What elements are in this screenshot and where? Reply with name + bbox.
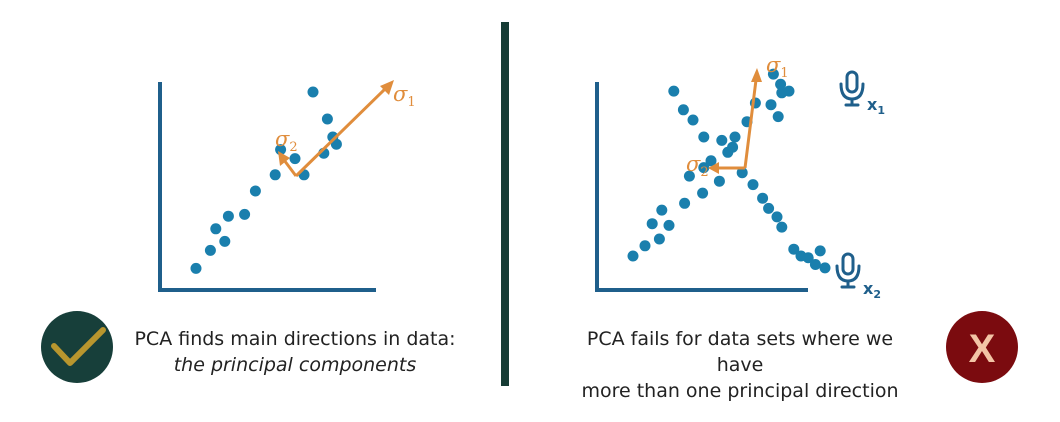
microphone-icon <box>839 70 865 107</box>
failure-badge-label: X <box>969 327 996 371</box>
data-point <box>716 134 728 146</box>
right-sigma2-arrow <box>708 162 745 174</box>
data-point <box>776 221 788 233</box>
right-caption-line1: PCA fails for data sets where we have <box>586 328 894 376</box>
data-point <box>767 68 779 80</box>
data-point <box>677 104 689 116</box>
data-point <box>639 240 651 252</box>
data-point <box>656 204 668 216</box>
data-point <box>289 153 301 165</box>
mic1-label: x1 <box>867 95 885 117</box>
left-caption-line2: the principal components <box>173 354 417 376</box>
data-point <box>190 262 202 274</box>
data-point <box>698 131 710 143</box>
panel-divider <box>501 22 509 386</box>
right-caption: PCA fails for data sets where we have mo… <box>570 326 910 404</box>
data-point <box>783 85 795 97</box>
right-axes <box>595 82 808 292</box>
data-point <box>736 167 748 179</box>
data-point <box>687 114 699 126</box>
data-point <box>775 78 787 90</box>
data-point <box>627 250 639 262</box>
left-panel: σ1 σ2 <box>158 80 416 292</box>
left-sigma1-label: σ1 <box>393 82 416 110</box>
data-point <box>204 244 216 256</box>
checkmark-icon <box>51 327 106 366</box>
left-sigma2-arrow <box>278 151 298 177</box>
data-point <box>653 233 665 245</box>
microphone-icon <box>835 252 861 289</box>
data-point <box>668 85 680 97</box>
left-caption-line1: PCA finds main directions in data: <box>134 328 456 350</box>
data-point <box>814 245 826 257</box>
right-sigma1-label: σ1 <box>766 53 789 81</box>
data-point <box>819 262 831 274</box>
data-point <box>771 211 783 223</box>
data-point <box>663 219 675 231</box>
data-point <box>219 235 231 247</box>
data-point <box>683 170 695 182</box>
data-point <box>269 169 281 181</box>
data-point <box>788 243 800 255</box>
data-point <box>727 141 739 153</box>
right-scatter-points <box>627 68 831 274</box>
right-sigma2-label: σ2 <box>686 152 709 180</box>
data-point <box>698 162 710 174</box>
data-point <box>222 210 234 222</box>
left-scatter-points <box>190 86 342 274</box>
data-point <box>802 252 814 264</box>
left-sigma2-label: σ2 <box>275 127 298 155</box>
left-axes <box>158 82 376 292</box>
data-point <box>705 155 717 167</box>
data-point <box>763 202 775 214</box>
right-caption-line2: more than one principal direction <box>581 380 899 402</box>
data-point <box>713 175 725 187</box>
data-point <box>210 223 222 235</box>
data-point <box>809 259 821 270</box>
success-badge <box>41 311 113 383</box>
failure-badge: X <box>946 311 1018 383</box>
data-point <box>679 197 691 209</box>
data-point <box>747 179 759 191</box>
data-point <box>239 208 251 220</box>
data-point <box>249 185 261 197</box>
data-point <box>757 192 769 204</box>
data-point <box>772 111 784 123</box>
left-caption: PCA finds main directions in data: the p… <box>130 326 460 378</box>
data-point <box>275 144 287 156</box>
data-point <box>321 113 333 125</box>
data-point <box>307 86 319 98</box>
data-point <box>327 131 339 143</box>
data-point <box>646 218 658 230</box>
right-panel: σ1 σ2 x1 x2 <box>595 53 885 301</box>
data-point <box>729 131 741 143</box>
mic2-label: x2 <box>863 279 881 301</box>
left-sigma1-arrow <box>294 80 394 178</box>
data-point <box>697 187 709 199</box>
data-point <box>765 99 777 111</box>
right-sigma1-arrow <box>743 68 762 169</box>
